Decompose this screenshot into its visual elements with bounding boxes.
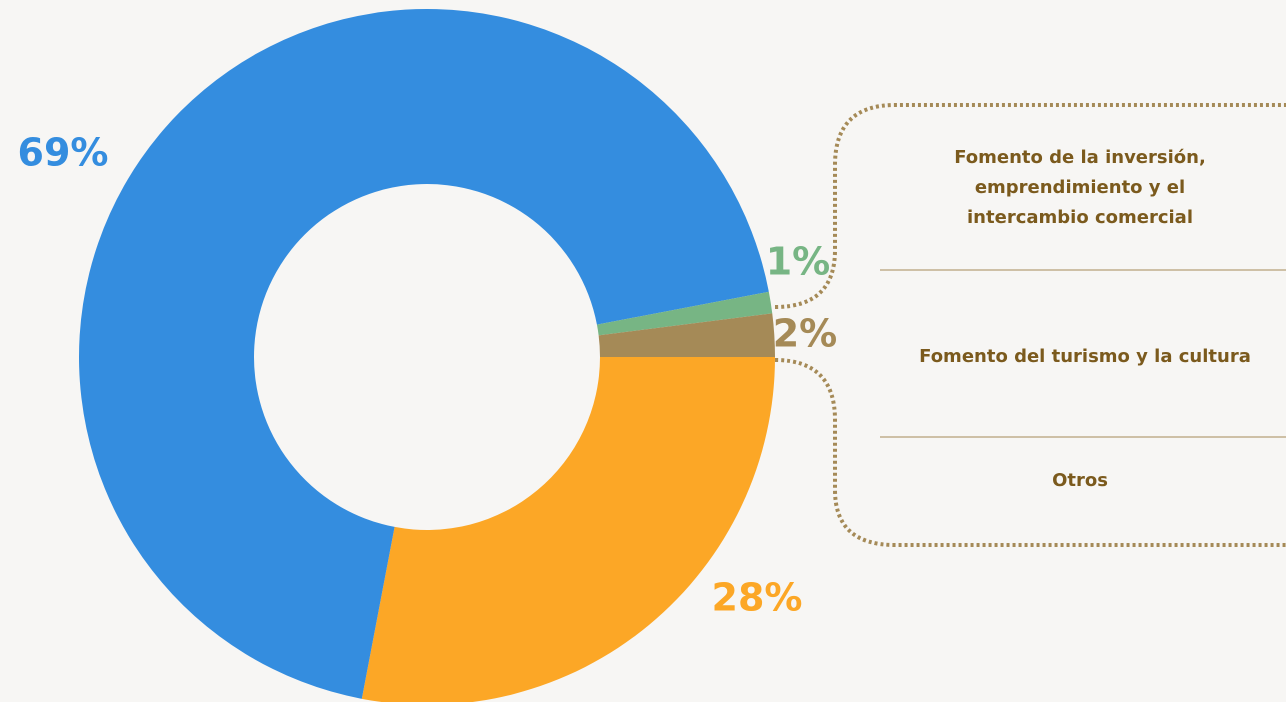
legend-item: Fomento de la inversión, emprendimiento …: [954, 147, 1206, 228]
legend-item: Otros: [1052, 470, 1108, 491]
value-label: 28%: [712, 576, 803, 620]
slice: [596, 291, 773, 336]
value-label: 69%: [18, 131, 109, 175]
slice: [361, 357, 775, 702]
slice: [598, 313, 775, 357]
value-label: 1%: [766, 240, 831, 284]
bracket-bottom: [774, 358, 1286, 547]
value-label: 2%: [773, 312, 838, 356]
slice: [78, 8, 769, 699]
legend-item: Fomento del turismo y la cultura: [919, 346, 1251, 367]
